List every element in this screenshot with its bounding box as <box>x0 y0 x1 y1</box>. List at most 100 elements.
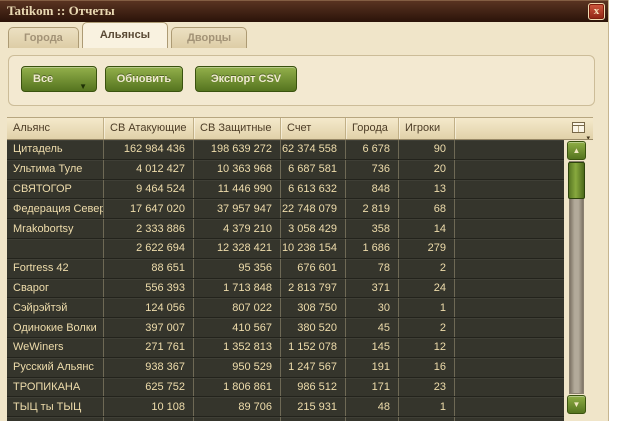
cell-attack: 17 647 020 <box>104 199 194 219</box>
cell-filler <box>455 378 564 397</box>
cell-players: 1 <box>399 397 455 417</box>
table-row[interactable]: Федерация Севера 17 647 020 37 957 947 2… <box>7 199 564 220</box>
cell-attack: 4 012 427 <box>104 159 194 179</box>
table-body: Цитадель 162 984 436 198 639 272 62 374 … <box>7 140 564 421</box>
cell-score: 6 613 632 <box>281 179 346 199</box>
column-header-icon-cell: ▾ <box>565 118 593 139</box>
table-row[interactable]: Сварог 556 393 1 713 848 2 813 797 371 2… <box>7 278 564 299</box>
table-row[interactable]: Fortress 42 88 651 95 356 676 601 78 2 <box>7 258 564 279</box>
table-row[interactable]: СВЯТОГОР 9 464 524 11 446 990 6 613 632 … <box>7 179 564 200</box>
column-header-attack[interactable]: СВ Атакующие <box>104 118 194 139</box>
cell-filler <box>455 397 564 416</box>
export-csv-button[interactable]: Экспорт CSV <box>195 66 297 92</box>
cell-alliance: Одинокие Волки <box>7 318 104 337</box>
table-row-partial[interactable] <box>7 417 564 421</box>
cell-alliance: ТРОПИКАНА <box>7 377 104 397</box>
filter-dropdown[interactable]: Все ▼ <box>21 66 97 92</box>
cell-players: 16 <box>399 357 455 377</box>
cell-players: 279 <box>399 238 455 258</box>
table-row[interactable]: WeWiners 271 761 1 352 813 1 152 078 145… <box>7 337 564 358</box>
cell-players <box>399 417 455 421</box>
column-picker-icon[interactable] <box>572 122 585 133</box>
cell-score: 1 247 567 <box>281 357 346 377</box>
cell-filler <box>455 417 564 421</box>
cell-score: 62 374 558 <box>281 140 346 159</box>
column-header-players[interactable]: Игроки <box>399 118 455 139</box>
cell-score: 10 238 154 <box>281 238 346 258</box>
table-row[interactable]: Одинокие Волки 397 007 410 567 380 520 4… <box>7 318 564 338</box>
cell-defense: 1 352 813 <box>194 337 281 357</box>
cell-defense: 95 356 <box>194 258 281 278</box>
table-row[interactable]: Русский Альянс 938 367 950 529 1 247 567… <box>7 357 564 378</box>
cell-cities: 78 <box>346 258 399 278</box>
cell-alliance: Русский Альянс <box>7 357 104 377</box>
table-row[interactable]: Цитадель 162 984 436 198 639 272 62 374 … <box>7 140 564 160</box>
cell-score: 215 931 <box>281 397 346 417</box>
tab-alliances[interactable]: Альянсы <box>81 22 169 48</box>
scrollbar-thumb[interactable] <box>568 162 585 199</box>
cell-score <box>281 417 346 421</box>
cell-cities: 48 <box>346 397 399 417</box>
cell-cities: 171 <box>346 377 399 397</box>
cell-score: 6 687 581 <box>281 159 346 179</box>
cell-defense: 198 639 272 <box>194 140 281 159</box>
table-row[interactable]: Ультима Туле 4 012 427 10 363 968 6 687 … <box>7 159 564 180</box>
refresh-button[interactable]: Обновить <box>105 66 183 92</box>
cell-filler <box>455 338 564 357</box>
cell-alliance: WeWiners <box>7 337 104 357</box>
cell-attack: 271 761 <box>104 337 194 357</box>
cell-filler <box>455 239 564 258</box>
cell-defense: 12 328 421 <box>194 238 281 258</box>
table-row[interactable]: ТРОПИКАНА 625 752 1 806 861 986 512 171 … <box>7 377 564 398</box>
cell-players: 13 <box>399 179 455 199</box>
table-row[interactable]: 2 622 694 12 328 421 10 238 154 1 686 27… <box>7 238 564 259</box>
cell-players: 2 <box>399 318 455 337</box>
cell-defense: 950 529 <box>194 357 281 377</box>
cell-filler <box>455 318 564 337</box>
cell-alliance <box>7 238 104 258</box>
cell-alliance: Ультима Туле <box>7 159 104 179</box>
cell-cities: 848 <box>346 179 399 199</box>
cell-cities: 1 686 <box>346 238 399 258</box>
table-header: Альянс СВ Атакующие СВ Защитные Счет Гор… <box>7 117 593 140</box>
cell-attack: 625 752 <box>104 377 194 397</box>
scroll-down-icon[interactable]: ▼ <box>567 395 586 414</box>
column-header-score[interactable]: Счет <box>281 118 346 139</box>
table-row[interactable]: ТЫЦ ты ТЫЦ 10 108 89 706 215 931 48 1 <box>7 397 564 418</box>
cell-cities: 371 <box>346 278 399 298</box>
column-header-alliance[interactable]: Альянс <box>7 118 104 139</box>
cell-alliance: СВЯТОГОР <box>7 179 104 199</box>
tab-palaces[interactable]: Дворцы <box>171 27 248 48</box>
close-icon[interactable]: x <box>588 3 605 20</box>
cell-score: 380 520 <box>281 318 346 337</box>
cell-filler <box>455 279 564 298</box>
window-title: Tatikom :: Отчеты <box>7 3 115 18</box>
cell-filler <box>455 259 564 278</box>
cell-filler <box>455 298 564 317</box>
tab-cities[interactable]: Города <box>8 27 79 48</box>
cell-attack: 162 984 436 <box>104 140 194 159</box>
cell-filler <box>455 160 564 179</box>
cell-players: 24 <box>399 278 455 298</box>
cell-score: 1 152 078 <box>281 337 346 357</box>
cell-cities: 145 <box>346 337 399 357</box>
cell-players: 1 <box>399 298 455 318</box>
column-header-defense[interactable]: СВ Защитные <box>194 118 281 139</box>
cell-alliance: Mrakobortsy <box>7 219 104 238</box>
cell-cities: 45 <box>346 318 399 337</box>
column-header-cities[interactable]: Города <box>346 118 399 139</box>
scroll-up-icon[interactable]: ▲ <box>567 141 586 160</box>
cell-defense: 1 806 861 <box>194 377 281 397</box>
cell-cities: 6 678 <box>346 140 399 159</box>
cell-defense: 10 363 968 <box>194 159 281 179</box>
cell-cities: 30 <box>346 298 399 318</box>
cell-alliance: Федерация Севера <box>7 199 104 219</box>
cell-players: 23 <box>399 377 455 397</box>
scrollbar-track[interactable] <box>568 161 585 394</box>
titlebar[interactable]: Tatikom :: Отчеты x <box>0 0 608 22</box>
reports-window: Tatikom :: Отчеты x Города Альянсы Дворц… <box>0 0 609 421</box>
table-row[interactable]: Сэйрэйтэй 124 056 807 022 308 750 30 1 <box>7 298 564 319</box>
cell-filler <box>455 140 564 159</box>
table-row[interactable]: Mrakobortsy 2 333 886 4 379 210 3 058 42… <box>7 219 564 239</box>
